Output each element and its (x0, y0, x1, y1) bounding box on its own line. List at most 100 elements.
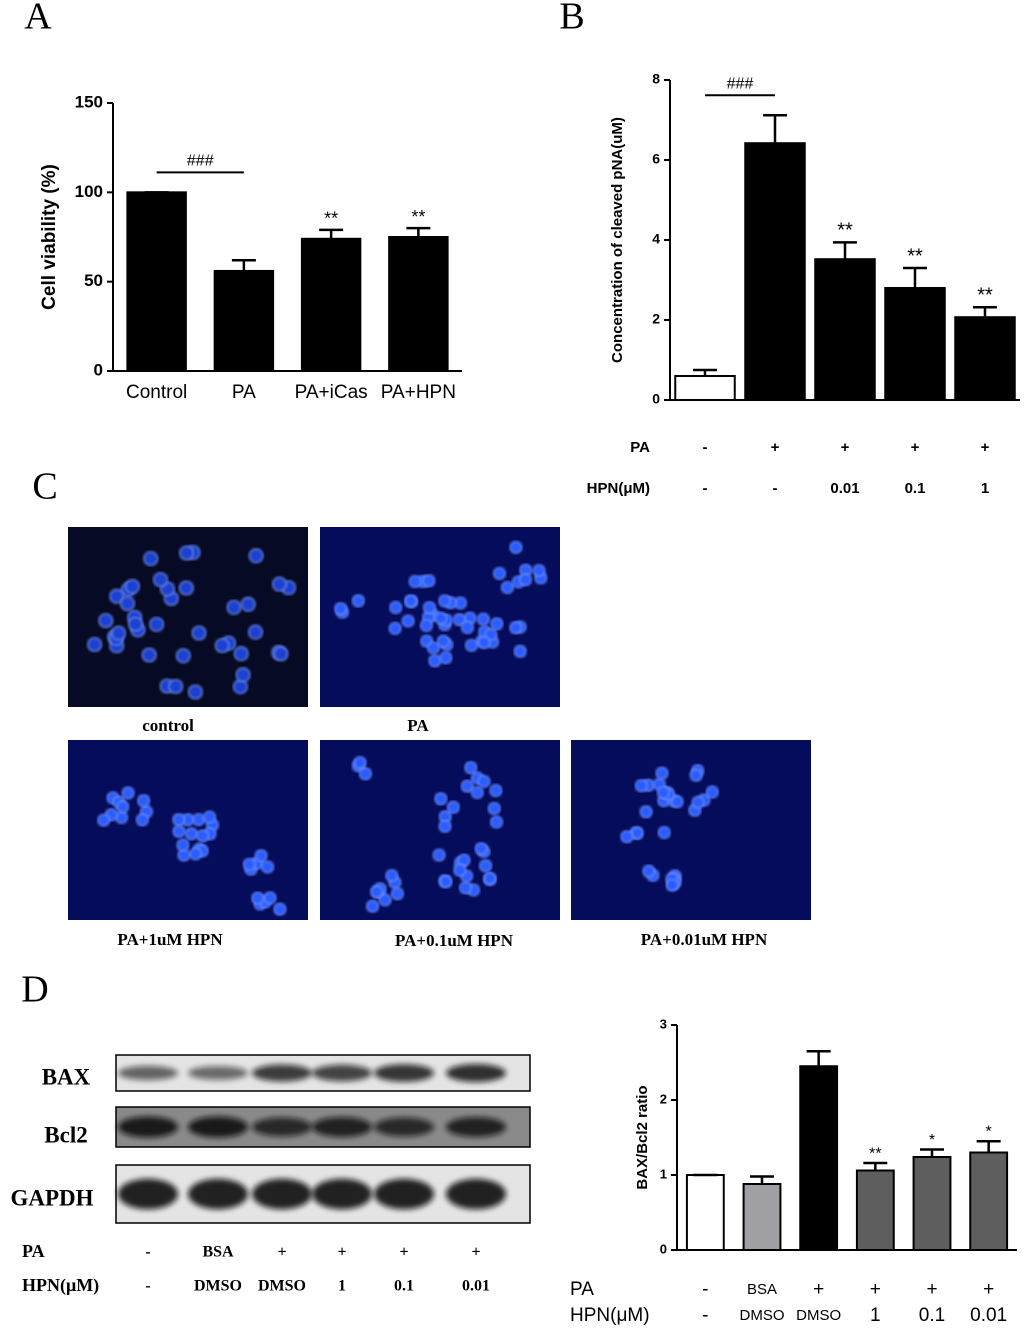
error-bar (973, 305, 997, 318)
blot-band (188, 1066, 248, 1080)
nucleus (233, 646, 249, 662)
nucleus (422, 574, 436, 588)
nucleus (143, 551, 159, 567)
condition-value: 0.1 (905, 480, 926, 497)
nucleus (460, 779, 474, 793)
condition-value: 0.01 (830, 480, 859, 497)
nucleus (705, 785, 719, 799)
condition-name: HPN(μM) (570, 1305, 650, 1326)
condition-value: - (773, 480, 778, 497)
bar (884, 287, 946, 401)
bar (300, 237, 362, 372)
blot-row-label: Bcl2 (44, 1122, 87, 1147)
bar (126, 191, 187, 372)
nucleus (192, 813, 206, 826)
nucleus (655, 766, 669, 780)
nucleus (476, 612, 490, 626)
y-tick-label: 8 (652, 71, 660, 87)
nucleus (240, 596, 256, 612)
x-tick-label: PA+iCas (295, 382, 368, 403)
nucleus (120, 596, 135, 611)
error-bar (406, 226, 431, 237)
nucleus (242, 858, 256, 871)
y-tick-label: 100 (75, 182, 103, 201)
condition-value: - (702, 1305, 708, 1326)
error-bar (693, 368, 717, 376)
nucleus (125, 579, 140, 594)
blot-condition-value: - (145, 1278, 150, 1295)
nucleus (391, 887, 404, 901)
nucleus (620, 830, 634, 844)
blot-band (188, 1116, 248, 1138)
micrograph (68, 527, 308, 707)
blot-condition-value: - (145, 1244, 150, 1261)
blot-condition-value: BSA (202, 1244, 234, 1261)
nucleus (401, 614, 415, 628)
micrograph-background (571, 740, 811, 920)
y-tick-label: 4 (652, 231, 660, 247)
bar (969, 1151, 1009, 1251)
micrograph (320, 527, 560, 707)
nucleus (657, 826, 671, 839)
nucleus (176, 838, 190, 852)
nucleus (385, 869, 399, 883)
condition-value: - (703, 480, 708, 497)
nucleus (420, 619, 433, 632)
bar (685, 1174, 725, 1251)
nucleus (446, 800, 460, 814)
nucleus (434, 611, 448, 625)
blot-band (118, 1178, 178, 1210)
nucleus (273, 902, 287, 916)
condition-value: + (841, 439, 850, 456)
blot-condition-value: + (337, 1244, 346, 1261)
error-bar (319, 228, 344, 239)
nucleus (366, 899, 379, 913)
nucleus (98, 613, 114, 628)
blot-band (374, 1064, 434, 1082)
blot-band (118, 1065, 178, 1081)
significance-label: ** (977, 284, 993, 306)
nucleus (109, 588, 125, 604)
blot-condition-value: 0.01 (462, 1278, 490, 1295)
significance-label: ** (837, 220, 853, 242)
nucleus (149, 617, 164, 632)
nucleus (254, 849, 268, 863)
condition-value: + (771, 439, 780, 456)
y-tick-label: 2 (660, 1091, 667, 1106)
x-tick-label: Control (126, 382, 187, 403)
blot-band (252, 1064, 312, 1082)
nucleus (477, 775, 491, 788)
nucleus (423, 601, 436, 615)
nucleus (477, 636, 491, 649)
nucleus (353, 756, 367, 770)
panel-label: B (559, 0, 584, 38)
nucleus (427, 641, 440, 655)
blot-condition-value: DMSO (258, 1278, 306, 1295)
micrograph-caption: PA+0.01uM HPN (641, 930, 768, 949)
nucleus (226, 600, 242, 615)
error-bar (806, 1050, 831, 1067)
micrograph-caption: PA (407, 716, 429, 735)
nucleus (111, 625, 126, 641)
y-axis-label: Cell viability (%) (39, 164, 60, 310)
bar (814, 258, 876, 402)
y-tick-label: 2 (652, 311, 660, 327)
condition-name: PA (570, 1279, 594, 1300)
nucleus (175, 648, 191, 664)
nucleus (263, 891, 277, 905)
significance-label: ** (869, 1145, 881, 1162)
bar-chart: 0 2 4 6 8 Concentration of cleaved pNA(uM) ** *… (587, 71, 1020, 497)
nucleus (489, 784, 503, 797)
nucleus (453, 863, 467, 877)
nucleus (128, 616, 143, 632)
y-tick-label: 6 (652, 151, 660, 167)
bar (213, 269, 275, 372)
nucleus (470, 786, 484, 799)
condition-value: 0.01 (970, 1305, 1007, 1326)
significance-label: ** (324, 209, 338, 229)
nucleus (185, 827, 198, 841)
nucleus (460, 621, 474, 634)
error-bar (920, 1148, 944, 1157)
nucleus (370, 885, 383, 899)
